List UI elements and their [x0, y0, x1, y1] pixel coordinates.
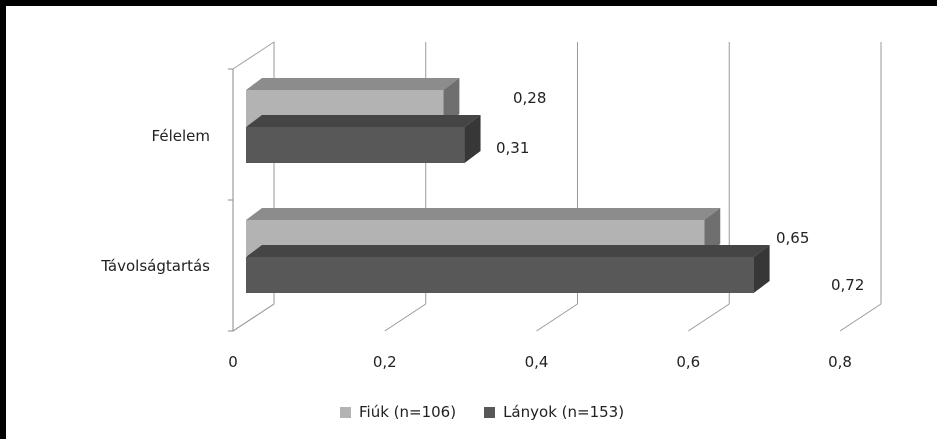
legend-swatch-lanyok: [484, 406, 496, 418]
floor-gridline: [232, 303, 275, 332]
floor-gridline: [839, 303, 882, 332]
legend-item-fiuk: Fiúk (n=106): [340, 403, 456, 421]
legend-label-lanyok: Lányok (n=153): [503, 403, 625, 421]
bar-top: [246, 78, 460, 90]
x-tick-label: 0,6: [676, 353, 700, 371]
legend-swatch-fiuk: [340, 406, 351, 418]
data-label: 0,28: [513, 89, 546, 107]
bar-side: [464, 115, 481, 163]
category-label: Félelem: [152, 127, 210, 145]
bar-side: [443, 78, 460, 126]
data-label: 0,65: [776, 229, 809, 247]
legend-label-fiuk: Fiúk (n=106): [359, 403, 457, 421]
floor-gridline: [536, 303, 578, 332]
bar-top: [246, 115, 481, 127]
x-tick-label: 0,2: [373, 353, 397, 371]
bar-top: [246, 245, 770, 257]
bar-side: [753, 245, 770, 293]
data-label: 0,31: [496, 139, 529, 157]
x-tick-label: 0,4: [525, 353, 549, 371]
bar-side: [704, 208, 721, 256]
floor-gridline: [687, 303, 730, 332]
bar-top: [246, 208, 721, 220]
category-label: Távolságtartás: [100, 257, 210, 275]
legend: Fiúk (n=106) Lányok (n=153): [340, 403, 624, 421]
bar: [246, 257, 754, 293]
bar: [246, 127, 465, 163]
legend-item-lanyok: Lányok (n=153): [484, 403, 624, 421]
data-label: 0,72: [831, 276, 864, 294]
floor-gridline: [384, 303, 427, 332]
x-tick-label: 0,8: [828, 353, 852, 371]
x-tick-label: 0: [228, 353, 238, 371]
